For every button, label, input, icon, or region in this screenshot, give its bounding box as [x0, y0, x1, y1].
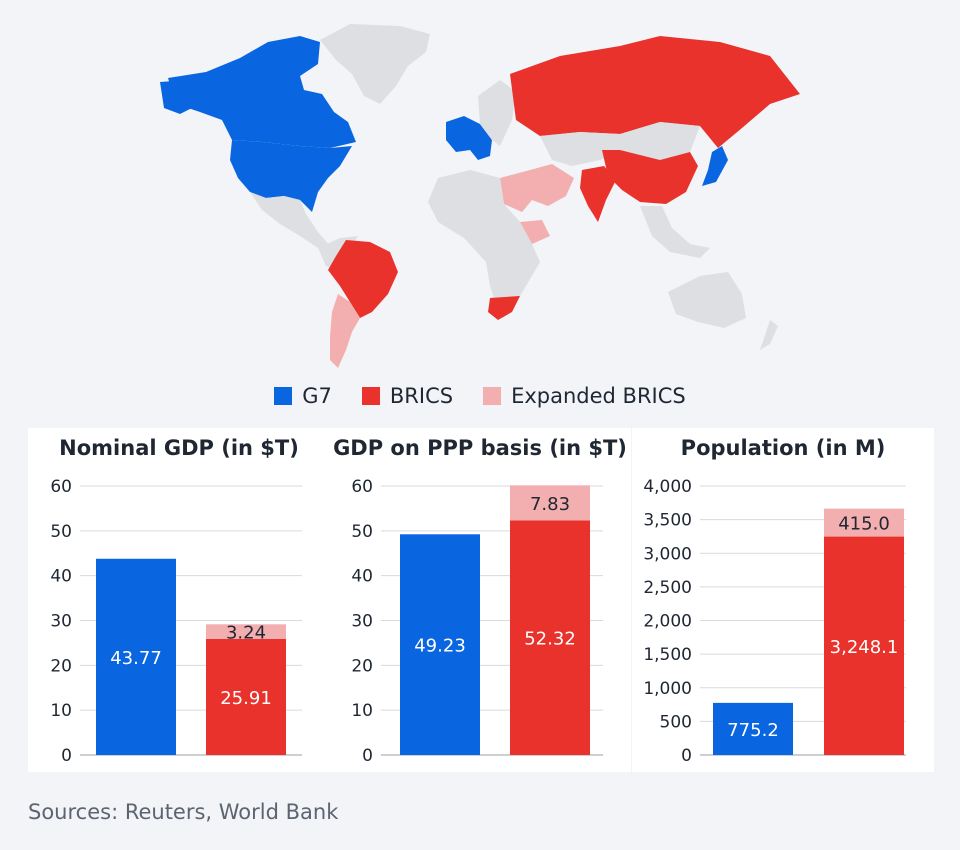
- map-mexico: [250, 192, 330, 248]
- legend: G7 BRICS Expanded BRICS: [0, 384, 960, 408]
- y-tick-label: 40: [351, 567, 373, 587]
- bar-brics: [510, 520, 590, 755]
- chart-title-nominal-gdp: Nominal GDP (in $T): [59, 436, 299, 460]
- bar-g7: [96, 558, 176, 755]
- map-middle-east: [500, 164, 574, 212]
- map-argentina: [330, 294, 360, 368]
- chart-panel-ppp-gdp: 0 10 20 30 40 50 60 49.23 52.32 7.83 GDP on PPP b…: [329, 428, 631, 772]
- bar-expanded-brics: [824, 508, 904, 537]
- y-tick-label: 0: [362, 746, 373, 766]
- y-tick-label: 40: [50, 567, 72, 587]
- source-note: Sources: Reuters, World Bank: [28, 800, 339, 824]
- map-western-europe: [446, 116, 492, 160]
- legend-swatch-brics: [361, 387, 380, 405]
- map-india: [580, 166, 616, 222]
- chart-title-ppp-gdp: GDP on PPP basis (in $T): [333, 436, 627, 460]
- map-alaska: [160, 80, 200, 114]
- y-tick-label: 2,500: [643, 578, 692, 598]
- bar-expanded-brics: [510, 485, 590, 521]
- chart-ppp-gdp: 0 10 20 30 40 50 60 49.23 52.32 7.83: [351, 477, 603, 766]
- y-tick-label: 30: [50, 612, 72, 632]
- map-russia: [510, 36, 800, 148]
- data-label: 52.32: [524, 629, 576, 650]
- legend-swatch-g7: [274, 387, 293, 405]
- bar-g7: [713, 702, 793, 755]
- legend-label-brics: BRICS: [389, 384, 454, 408]
- y-tick-label: 3,000: [643, 544, 692, 564]
- data-label: 3,248.1: [830, 637, 899, 658]
- map-central-asia: [540, 122, 700, 166]
- y-tick-label: 0: [61, 746, 72, 766]
- chart-nominal-gdp: 0 10 20 30 40 50 60 43.77 25.91 3.24: [50, 477, 302, 766]
- y-tick-label: 4,000: [643, 477, 692, 497]
- y-tick-label: 3,500: [643, 511, 692, 531]
- y-tick-label: 500: [660, 712, 692, 732]
- chart-panel-population: 0 500 1,000 1,500 2,000 2,500 3,000 3,500 4,000 7…: [632, 428, 934, 772]
- legend-item-expanded-brics: Expanded BRICS: [483, 384, 686, 408]
- y-tick-label: 1,500: [643, 645, 692, 665]
- bar-brics: [824, 536, 904, 755]
- y-tick-label: 60: [351, 477, 373, 497]
- legend-label-expanded-brics: Expanded BRICS: [511, 384, 686, 408]
- legend-swatch-expanded-brics: [483, 387, 502, 405]
- y-tick-label: 10: [50, 701, 72, 721]
- y-tick-label: 20: [351, 656, 373, 676]
- legend-label-g7: G7: [302, 384, 332, 408]
- data-label: 775.2: [727, 720, 779, 741]
- map-south-africa: [488, 296, 520, 320]
- map-china: [602, 150, 698, 204]
- map-europe: [478, 80, 516, 146]
- y-tick-label: 0: [681, 746, 692, 766]
- data-label: 3.24: [226, 623, 266, 644]
- map-greenland: [320, 24, 430, 104]
- chart-title-population: Population (in M): [680, 436, 886, 460]
- y-tick-label: 30: [351, 612, 373, 632]
- bar-expanded-brics: [206, 624, 286, 639]
- map-japan: [702, 146, 728, 186]
- map-africa: [428, 170, 540, 304]
- map-australia: [668, 272, 746, 328]
- data-label: 49.23: [414, 636, 466, 657]
- map-ethiopia: [520, 220, 550, 244]
- y-tick-label: 50: [50, 522, 72, 542]
- map-canada: [168, 36, 356, 148]
- y-tick-label: 60: [50, 477, 72, 497]
- map-usa: [230, 140, 352, 212]
- data-label: 43.77: [110, 648, 162, 669]
- y-tick-label: 50: [351, 522, 373, 542]
- map-southeast-asia: [640, 206, 710, 258]
- bar-brics: [206, 638, 286, 755]
- legend-item-g7: G7: [274, 384, 332, 408]
- y-tick-label: 2,000: [643, 612, 692, 632]
- legend-item-brics: BRICS: [361, 384, 454, 408]
- data-label: 25.91: [220, 688, 272, 709]
- chart-panel-nominal-gdp: 0 10 20 30 40 50 60 43.77 25.91 3.24 Nominal GDP …: [28, 428, 330, 772]
- y-tick-label: 10: [351, 701, 373, 721]
- chart-population: 0 500 1,000 1,500 2,000 2,500 3,000 3,500 4,000 7…: [643, 477, 906, 766]
- data-label: 415.0: [838, 514, 890, 535]
- world-map: [160, 24, 800, 368]
- map-brazil: [328, 240, 398, 318]
- y-tick-label: 1,000: [643, 679, 692, 699]
- y-tick-label: 20: [50, 656, 72, 676]
- bar-g7: [400, 534, 480, 755]
- data-label: 7.83: [530, 494, 570, 515]
- map-new-zealand: [760, 320, 778, 350]
